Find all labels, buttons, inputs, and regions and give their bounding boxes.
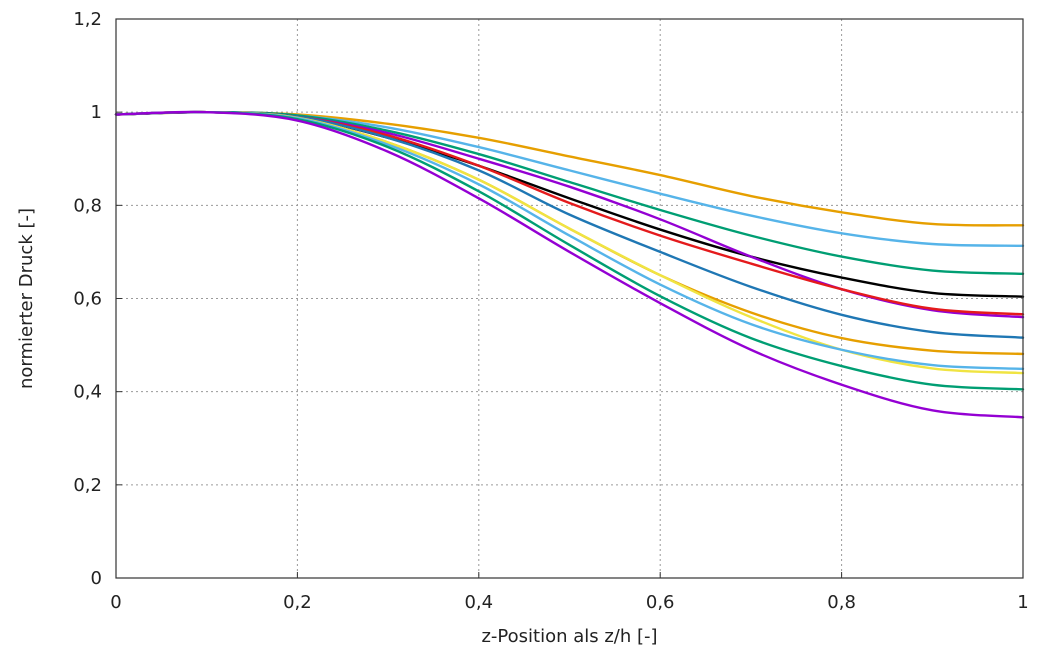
x-tick-label: 0,2 [283, 592, 312, 613]
x-axis-label: z-Position als z/h [-] [481, 626, 657, 647]
x-tick-label: 0,4 [464, 592, 493, 613]
y-tick-label: 1 [91, 102, 102, 123]
series-line-7 [114, 110, 1025, 339]
y-tick-label: 0,2 [73, 475, 102, 496]
series-group [114, 110, 1025, 419]
series-line-12 [114, 110, 1025, 419]
series-line-2 [114, 110, 1025, 248]
series-line-4 [114, 110, 1025, 298]
x-tick-label: 0,8 [827, 592, 856, 613]
series-line-8 [114, 110, 1025, 356]
series-line-1 [114, 110, 1025, 227]
y-tick-label: 0,8 [73, 195, 102, 216]
series-line-6 [114, 110, 1025, 316]
x-tick-label: 0,6 [646, 592, 675, 613]
y-tick-label: 0 [91, 568, 102, 589]
series-line-9 [114, 110, 1025, 375]
y-axis-label: normierter Druck [-] [16, 208, 37, 389]
grid [116, 19, 1023, 578]
series-line-3 [114, 110, 1025, 276]
tick-labels: 0 0,2 0,4 0,6 0,8 1 0 0,2 0,4 0,6 0,8 1 1,2 [73, 9, 1028, 613]
x-tick-label: 1 [1017, 592, 1028, 613]
y-tick-label: 0,6 [73, 289, 102, 310]
x-tick-label: 0 [110, 592, 121, 613]
y-tick-label: 0,4 [73, 382, 102, 403]
y-tick-label: 1,2 [73, 9, 102, 30]
